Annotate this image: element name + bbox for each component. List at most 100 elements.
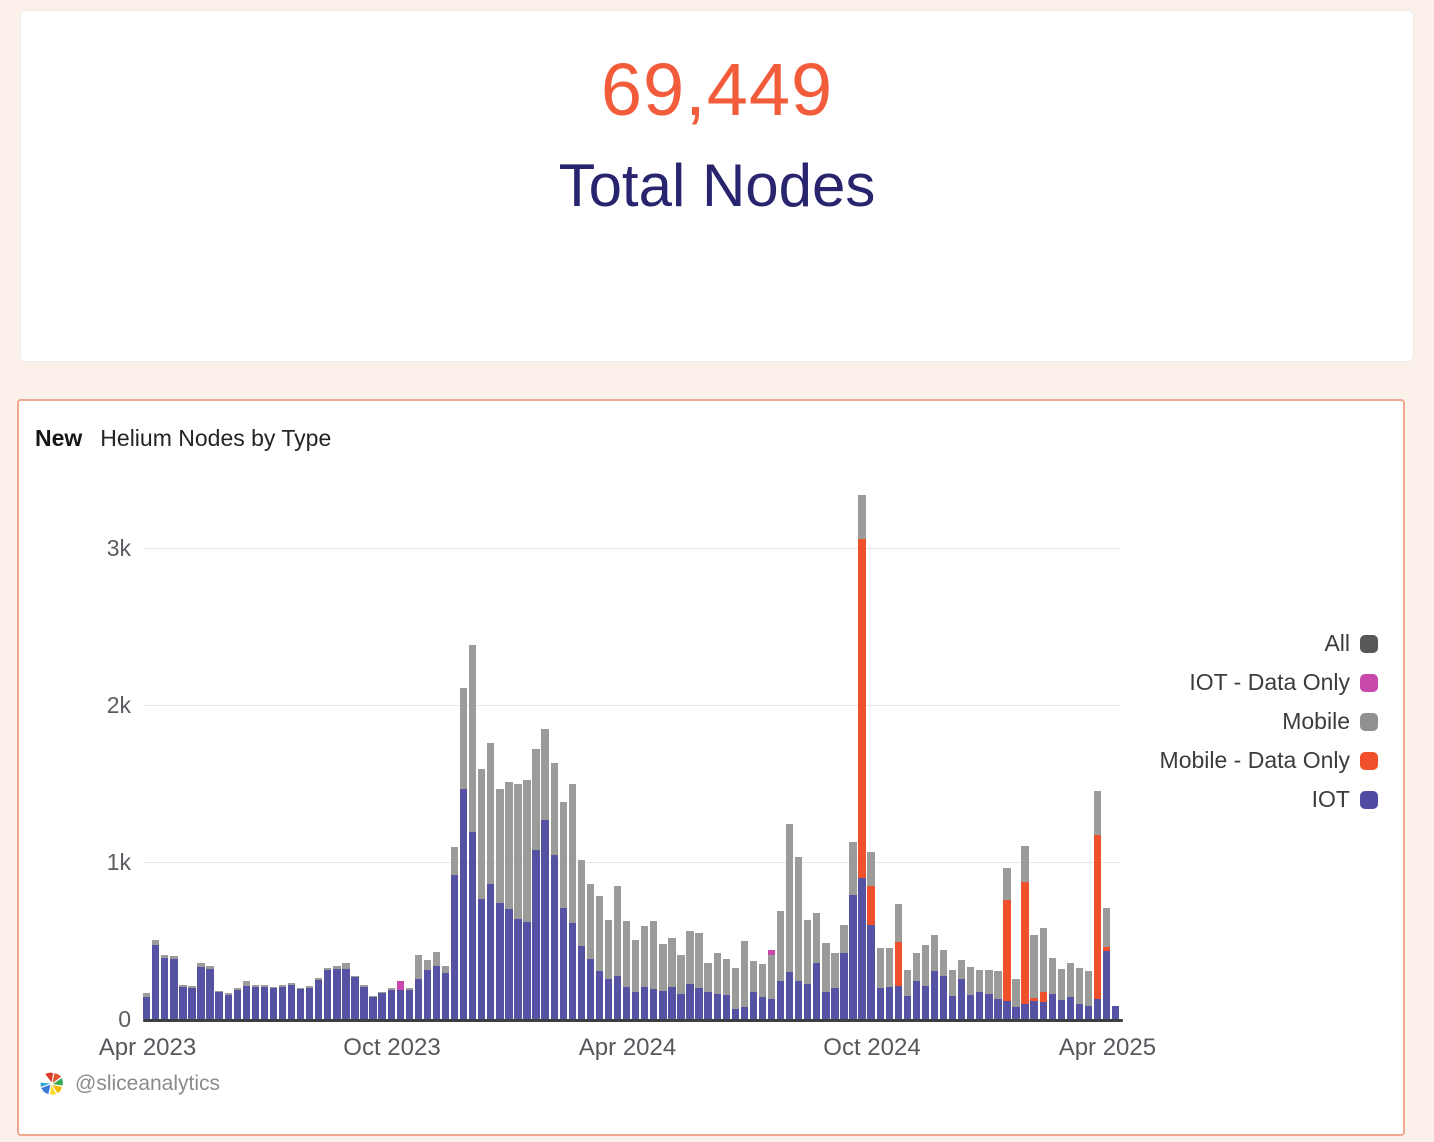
bar: [469, 644, 477, 1019]
bar: [785, 824, 794, 1019]
bar-segment-mobile: [813, 913, 821, 964]
bar-segment-mobile: [351, 975, 359, 978]
bar: [342, 963, 350, 1019]
bar: [1039, 927, 1047, 1019]
bar-segment-mobile: [994, 971, 1002, 999]
bar: [514, 783, 522, 1019]
bar: [668, 938, 676, 1019]
bar-segment-mobile: [740, 940, 749, 1007]
bar: [1093, 791, 1102, 1019]
legend-swatch-mobile: [1360, 712, 1378, 731]
bar-segment-iot: [967, 995, 975, 1019]
bar-segment-mobile: [632, 940, 640, 992]
bar-segment-iot: [206, 968, 214, 1019]
bar-segment-iot: [1048, 993, 1056, 1019]
bar-segment-iot: [450, 875, 459, 1019]
bar: [378, 991, 386, 1019]
bar-segment-mobile: [1012, 978, 1020, 1007]
bar-segment-iot: [296, 989, 305, 1019]
bar-segment-mobile: [188, 986, 196, 988]
bar: [278, 984, 287, 1019]
bar: [306, 986, 314, 1019]
bar-segment-mobile_data_only: [1039, 992, 1047, 1002]
bar-segment-iot: [767, 998, 776, 1019]
bar: [885, 948, 893, 1019]
bar: [1048, 958, 1056, 1019]
bar-segment-iot: [414, 978, 423, 1019]
bar-segment-mobile: [930, 935, 939, 972]
bar: [994, 971, 1002, 1019]
bar-segment-iot: [577, 946, 586, 1019]
bar-segment-mobile: [749, 960, 758, 993]
bar: [1066, 962, 1075, 1019]
y-tick-label: 3k: [106, 535, 131, 561]
legend-item-all[interactable]: All: [1160, 624, 1378, 663]
bar-segment-iot: [668, 986, 676, 1019]
bar-segment-mobile: [831, 953, 839, 989]
bar-segment-mobile_data_only: [1003, 899, 1011, 1001]
bar-segment-iot: [478, 898, 486, 1019]
bar-segment-iot: [831, 988, 839, 1019]
bar-segment-iot: [197, 967, 205, 1019]
bar-segment-iot: [776, 981, 785, 1019]
bar-segment-mobile: [976, 970, 984, 992]
bar: [450, 847, 459, 1019]
bar-segment-mobile: [912, 953, 921, 982]
bar-segment-mobile: [224, 993, 232, 995]
gridline-3k: [143, 548, 1121, 549]
bar-segment-mobile: [885, 948, 893, 987]
legend-item-mobile[interactable]: Mobile: [1160, 702, 1378, 741]
bar-segment-mobile: [948, 970, 957, 996]
bar-segment-mobile: [469, 644, 477, 833]
bar: [867, 851, 875, 1019]
bar: [170, 956, 178, 1019]
bar: [632, 940, 640, 1019]
bar-segment-iot: [387, 989, 395, 1019]
bar-segment-mobile: [324, 968, 332, 971]
bar-segment-iot: [287, 985, 296, 1019]
bar-segment-mobile: [758, 964, 767, 998]
bar-segment-iot: [1012, 1006, 1020, 1019]
bar-segment-iot: [351, 977, 359, 1019]
bar: [459, 687, 468, 1019]
bar-segment-mobile: [532, 748, 540, 851]
legend-item-mobile-data-only[interactable]: Mobile - Data Only: [1160, 741, 1378, 780]
bar-segment-iot: [849, 894, 857, 1019]
bar-segment-iot: [432, 966, 441, 1019]
bar-segment-iot: [496, 902, 504, 1019]
bar-segment-iot: [876, 988, 884, 1019]
bar-segment-iot: [1093, 998, 1102, 1019]
bar: [242, 981, 250, 1019]
bar: [1003, 867, 1011, 1019]
bar-segment-mobile: [414, 955, 423, 979]
bar: [677, 955, 685, 1019]
bar: [1075, 968, 1084, 1019]
bar-segment-mobile: [767, 954, 776, 999]
bar-segment-mobile: [1075, 968, 1084, 1004]
bar-segment-mobile: [641, 925, 649, 987]
legend-swatch-iot: [1360, 790, 1378, 809]
x-axis-line: [143, 1019, 1123, 1022]
bar-segment-iot: [740, 1006, 749, 1019]
legend-item-iot[interactable]: IOT: [1160, 780, 1378, 819]
bar-segment-iot: [278, 986, 287, 1019]
bar-segment-iot: [224, 994, 232, 1019]
bar-segment-mobile_data_only: [867, 885, 875, 925]
bar: [269, 986, 278, 1019]
bar-segment-mobile: [795, 857, 803, 982]
chart-title: Helium Nodes by Type: [100, 425, 332, 451]
bar-segment-mobile: [541, 728, 549, 820]
bar-segment-iot: [813, 963, 821, 1019]
legend-item-iot-data-only[interactable]: IOT - Data Only: [1160, 663, 1378, 702]
bar: [731, 968, 739, 1019]
bar: [939, 950, 948, 1019]
bar-segment-iot: [242, 986, 250, 1019]
bar: [206, 966, 214, 1019]
bar-segment-iot: [143, 997, 151, 1019]
bar: [1102, 907, 1111, 1019]
bar: [505, 781, 513, 1019]
bar-segment-iot_data_only: [396, 981, 404, 990]
bar: [188, 986, 196, 1019]
legend-label: All: [1324, 630, 1350, 656]
